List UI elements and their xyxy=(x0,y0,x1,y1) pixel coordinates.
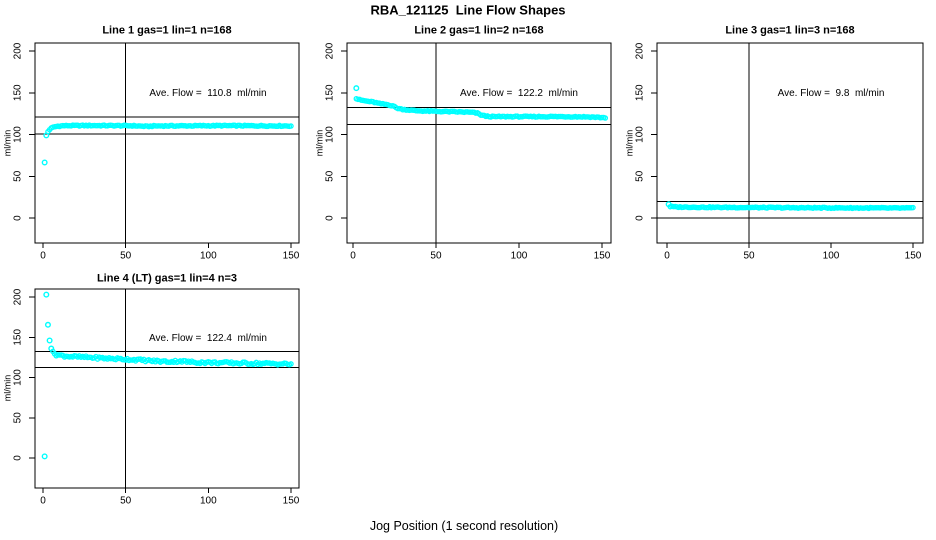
data-point-marker xyxy=(288,123,294,129)
panel-4-axes: 0 50 100 150 0 50 100 150 200 xyxy=(13,288,300,506)
data-point-marker xyxy=(46,337,53,344)
data-point-marker xyxy=(44,321,51,328)
avg-flow-annotation-3: Ave. Flow = 9.8 ml/min xyxy=(777,88,885,99)
y-tick-label: 200 xyxy=(325,42,336,59)
data-point-marker xyxy=(48,345,55,352)
y-tick-label: 200 xyxy=(13,42,24,59)
y-tick-label: 100 xyxy=(325,126,336,143)
panel-title-line-1: Line 1 gas=1 lin=1 n=168 xyxy=(102,24,232,37)
y-axis-label-1: ml/min xyxy=(2,129,13,157)
x-tick-label: 0 xyxy=(40,496,46,507)
x-axis-label: Jog Position (1 second resolution) xyxy=(369,518,559,533)
axis-box xyxy=(34,42,300,244)
y-tick-label: 0 xyxy=(13,215,24,221)
panel-title-line-2: Line 2 gas=1 lin=2 n=168 xyxy=(414,24,544,37)
panel-3-axes: 0 50 100 150 0 50 100 150 200 xyxy=(635,42,924,262)
data-point-marker xyxy=(41,159,48,166)
x-tick-label: 100 xyxy=(200,251,217,262)
y-tick-label: 200 xyxy=(635,42,646,59)
avg-flow-annotation-4: Ave. Flow = 122.4 ml/min xyxy=(149,333,267,344)
y-tick-label: 0 xyxy=(325,215,336,221)
avg-flow-annotation-1: Ave. Flow = 110.8 ml/min xyxy=(149,88,267,99)
data-point-marker xyxy=(602,115,609,121)
y-axis-label-4: ml/min xyxy=(2,374,13,402)
panel-title-line-4: Line 4 (LT) gas=1 lin=4 n=3 xyxy=(96,272,238,285)
axis-box xyxy=(656,42,924,244)
axis-box xyxy=(346,42,612,244)
axis-box xyxy=(34,288,300,489)
data-point-marker xyxy=(288,361,294,367)
y-axis-label-2: ml/min xyxy=(314,129,325,157)
y-tick-label: 50 xyxy=(635,170,646,182)
y-tick-label: 100 xyxy=(13,369,24,386)
panel-title-line-3: Line 3 gas=1 lin=3 n=168 xyxy=(725,24,855,37)
x-tick-label: 150 xyxy=(594,251,611,262)
data-point-marker xyxy=(43,132,50,139)
y-tick-label: 100 xyxy=(13,126,24,143)
y-tick-label: 150 xyxy=(635,84,646,101)
y-tick-label: 150 xyxy=(325,84,336,101)
y-tick-label: 200 xyxy=(13,288,24,305)
x-tick-label: 0 xyxy=(350,251,356,262)
data-point-marker xyxy=(665,201,672,208)
y-tick-label: 150 xyxy=(13,329,24,346)
x-tick-label: 50 xyxy=(430,251,442,262)
y-axis-label-3: ml/min xyxy=(624,129,635,157)
x-tick-label: 150 xyxy=(283,251,300,262)
panel-3-data-series xyxy=(665,201,916,212)
avg-flow-annotation-2: Ave. Flow = 122.2 ml/min xyxy=(460,88,578,99)
y-tick-label: 100 xyxy=(635,126,646,143)
y-tick-label: 50 xyxy=(13,412,24,424)
data-point-marker xyxy=(910,204,916,211)
main-title: RBA_121125 Line Flow Shapes xyxy=(370,2,566,18)
data-point-marker xyxy=(41,453,48,460)
y-tick-label: 0 xyxy=(635,215,646,221)
y-tick-label: 150 xyxy=(13,84,24,101)
x-tick-label: 0 xyxy=(40,251,46,262)
x-tick-label: 50 xyxy=(743,251,755,262)
x-tick-label: 50 xyxy=(120,496,132,507)
y-tick-label: 50 xyxy=(13,170,24,182)
panel-2-axes: 0 50 100 150 0 50 100 150 200 xyxy=(325,42,612,262)
data-point-marker xyxy=(353,85,360,92)
panel-1-axes: 0 50 100 150 0 50 100 150 200 xyxy=(13,42,300,261)
y-tick-label: 50 xyxy=(325,170,336,182)
y-tick-label: 0 xyxy=(13,455,24,461)
x-tick-label: 150 xyxy=(283,496,300,507)
panel-2-data-series xyxy=(353,85,609,121)
x-tick-label: 100 xyxy=(511,251,528,262)
x-tick-label: 100 xyxy=(823,251,840,262)
panel-4-data-series xyxy=(41,291,294,460)
x-tick-label: 150 xyxy=(905,251,922,262)
x-tick-label: 100 xyxy=(200,496,217,507)
panel-1-data-series xyxy=(41,122,294,166)
x-tick-label: 50 xyxy=(120,251,132,262)
x-tick-label: 0 xyxy=(664,251,670,262)
data-point-marker xyxy=(43,291,50,298)
